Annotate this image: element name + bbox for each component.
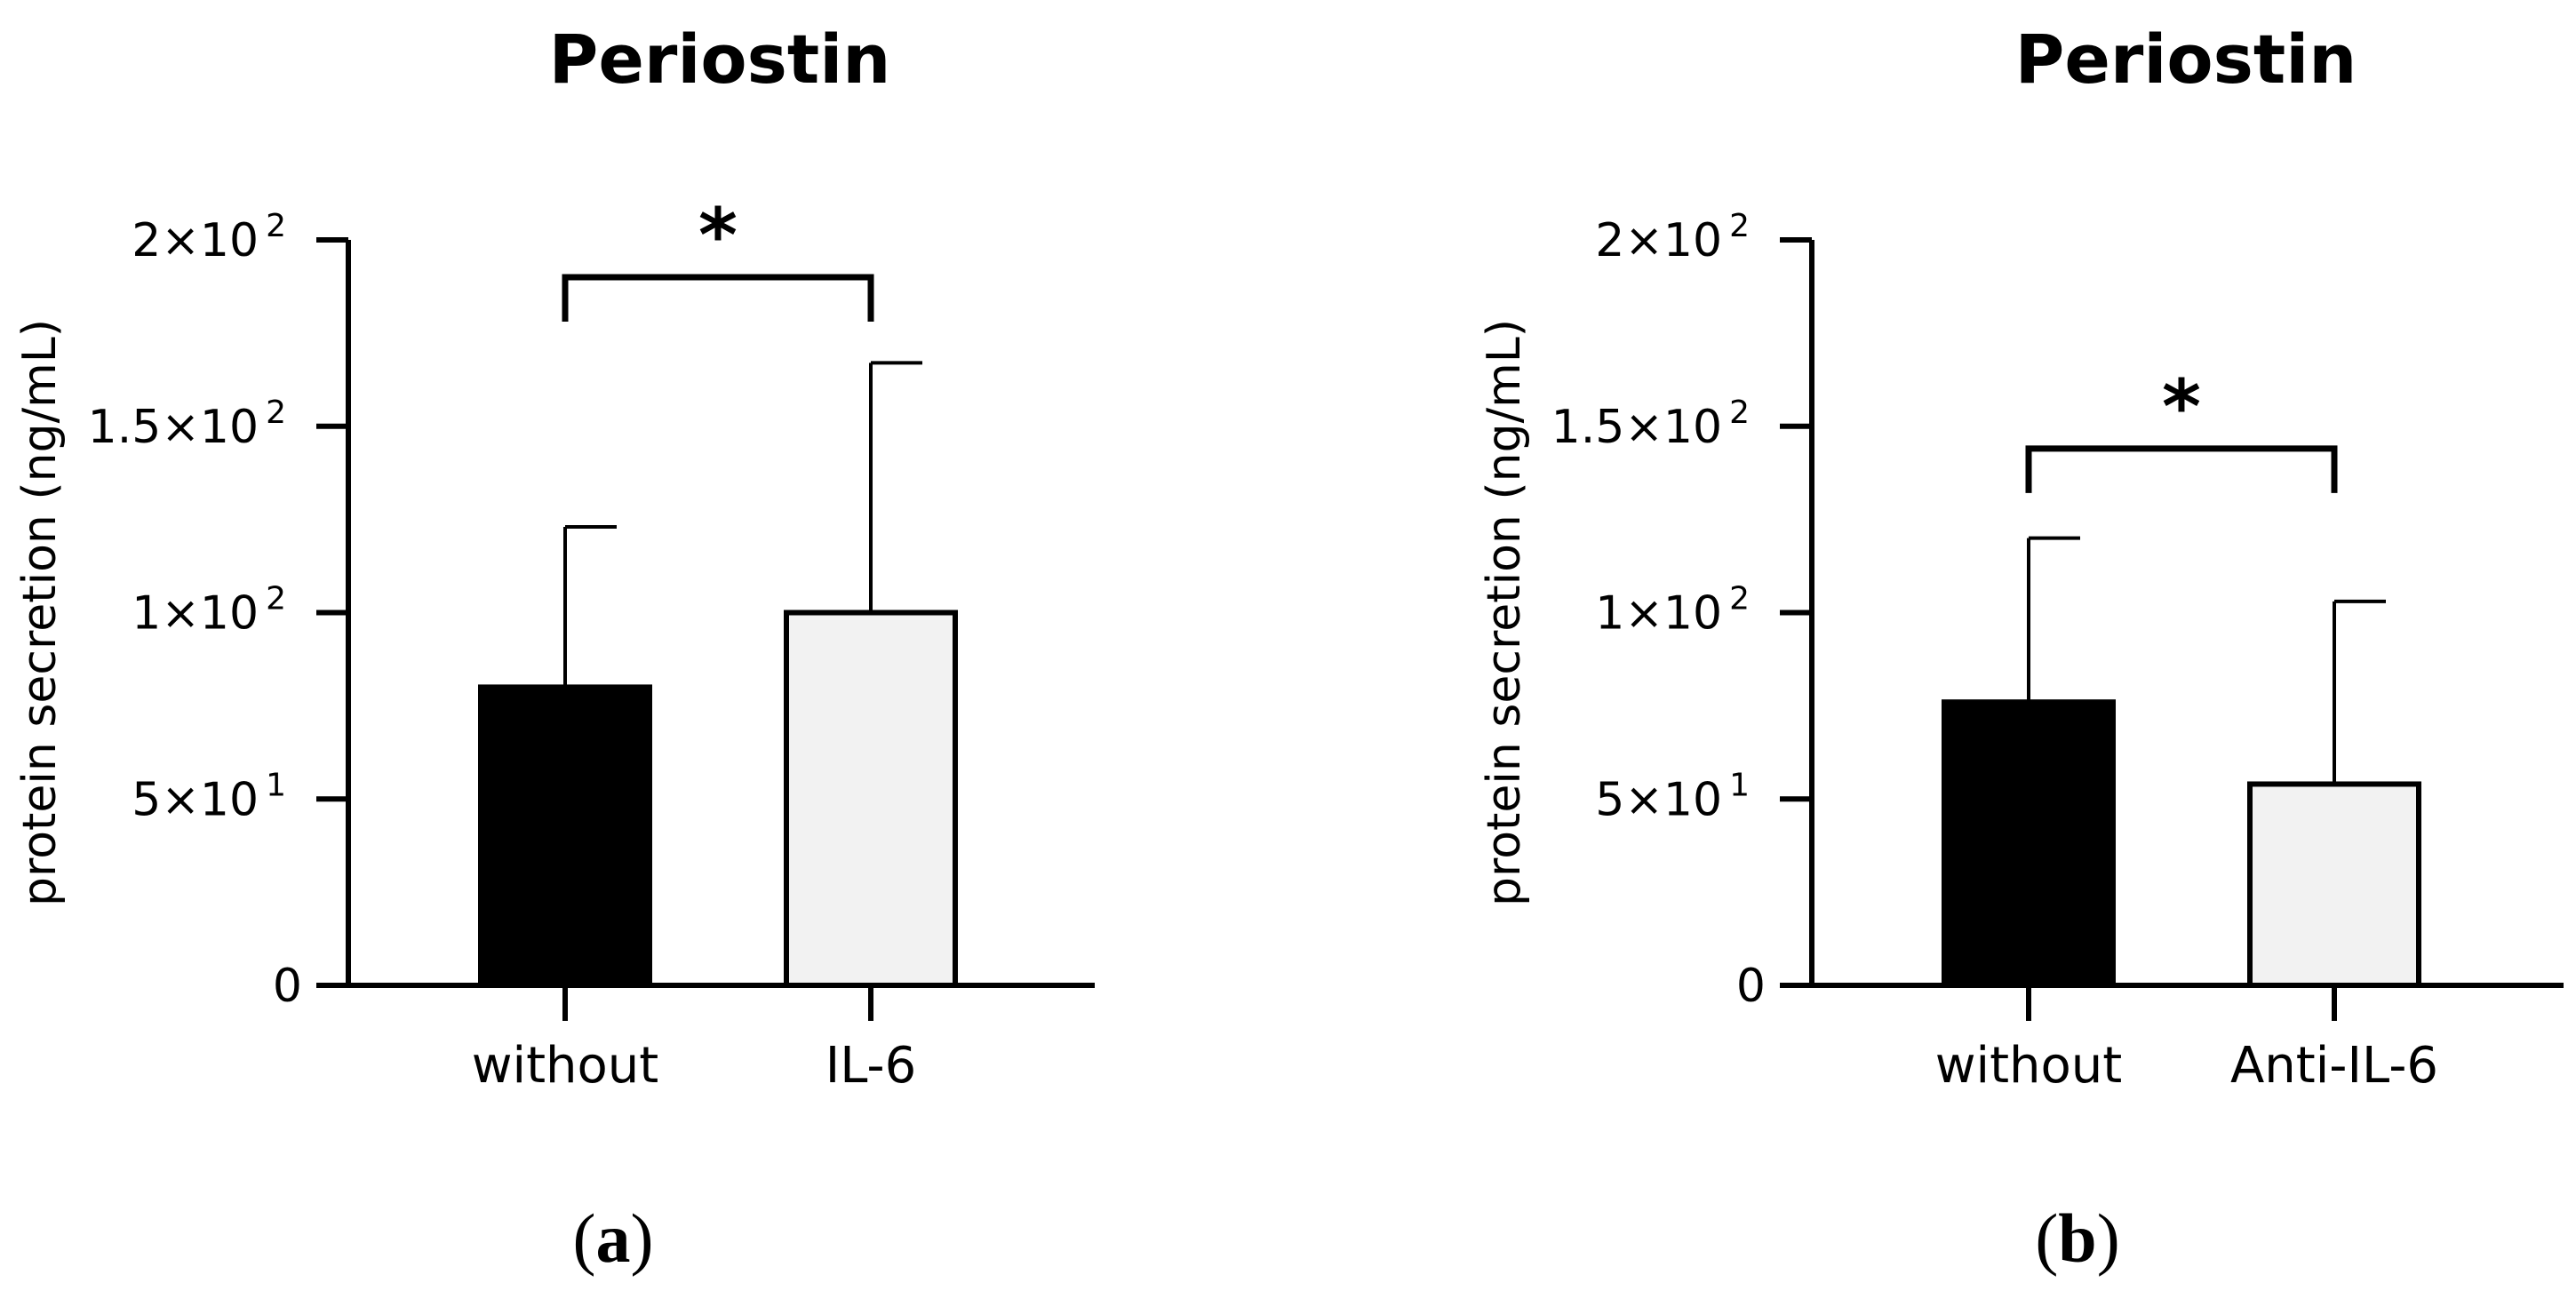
significance-bracket [2025, 445, 2338, 493]
y-tick-label: 2×10 2 [1595, 208, 1750, 267]
y-tick-base: 1×10 [1595, 587, 1722, 641]
panel-label-open: ( [573, 1199, 596, 1277]
y-axis-label: protein secretion (ng/mL) [1478, 319, 1531, 906]
bar-without [1942, 699, 2116, 988]
significance-star: * [698, 192, 738, 279]
panel-label-letter: a [596, 1199, 631, 1277]
y-tick-base: 1×10 [132, 587, 259, 641]
y-tick-base: 1.5×10 [88, 401, 259, 454]
chart-title: Periostin [2015, 20, 2357, 99]
y-tick-base: 5×10 [1595, 773, 1722, 826]
panel-label-letter: b [2058, 1199, 2096, 1277]
y-tick-exponent: 2 [1729, 208, 1750, 244]
y-tick-base: 0 [273, 960, 302, 1013]
panel-label-close: ) [2097, 1199, 2120, 1277]
y-tick-label: 2×10 2 [132, 208, 286, 267]
y-tick-exponent: 2 [266, 208, 286, 244]
significance-star: * [2162, 363, 2201, 450]
y-axis-label: protein secretion (ng/mL) [13, 319, 67, 906]
y-tick-label: 1.5×10 2 [1551, 394, 1750, 454]
x-tick-label: IL-6 [825, 1037, 917, 1095]
y-tick-label: 5×10 1 [132, 767, 286, 826]
y-tick-base: 0 [1736, 960, 1766, 1013]
x-tick-label: Anti-IL-6 [2230, 1037, 2438, 1095]
y-tick-exponent: 2 [266, 394, 286, 431]
bar-without [478, 684, 652, 989]
y-tick-base: 2×10 [1595, 214, 1722, 267]
y-tick-exponent: 2 [266, 581, 286, 618]
x-tick-label: without [1935, 1037, 2123, 1095]
panel-label-close: ) [631, 1199, 654, 1277]
bar-anti-il-6 [2247, 781, 2421, 988]
panel-label: (a) [573, 1199, 654, 1277]
y-tick-base: 1.5×10 [1551, 401, 1722, 454]
chart-panel-b: Periostin protein secretion (ng/mL) withou… [1478, 20, 2564, 1277]
y-tick-exponent: 2 [1729, 581, 1750, 618]
y-tick-base: 2×10 [132, 214, 259, 267]
y-tick-label: 0 [1736, 960, 1766, 1013]
y-tick-label: 1.5×10 2 [88, 394, 286, 454]
y-tick-exponent: 1 [266, 767, 286, 803]
chart-title: Periostin [549, 20, 891, 99]
x-tick-label: without [472, 1037, 659, 1095]
significance-bracket [562, 274, 874, 322]
panel-label-open: ( [2035, 1199, 2058, 1277]
y-tick-exponent: 1 [1729, 767, 1750, 803]
y-tick-base: 5×10 [132, 773, 259, 826]
bar-il-6 [784, 610, 958, 988]
y-tick-label: 5×10 1 [1595, 767, 1750, 826]
y-tick-label: 1×10 2 [1595, 581, 1750, 641]
y-tick-label: 0 [273, 960, 302, 1013]
y-tick-exponent: 2 [1729, 394, 1750, 431]
panel-label: (b) [2035, 1199, 2119, 1277]
chart-panel-a: Periostin protein secretion (ng/mL) withou… [13, 20, 1095, 1277]
y-tick-label: 1×10 2 [132, 581, 286, 641]
